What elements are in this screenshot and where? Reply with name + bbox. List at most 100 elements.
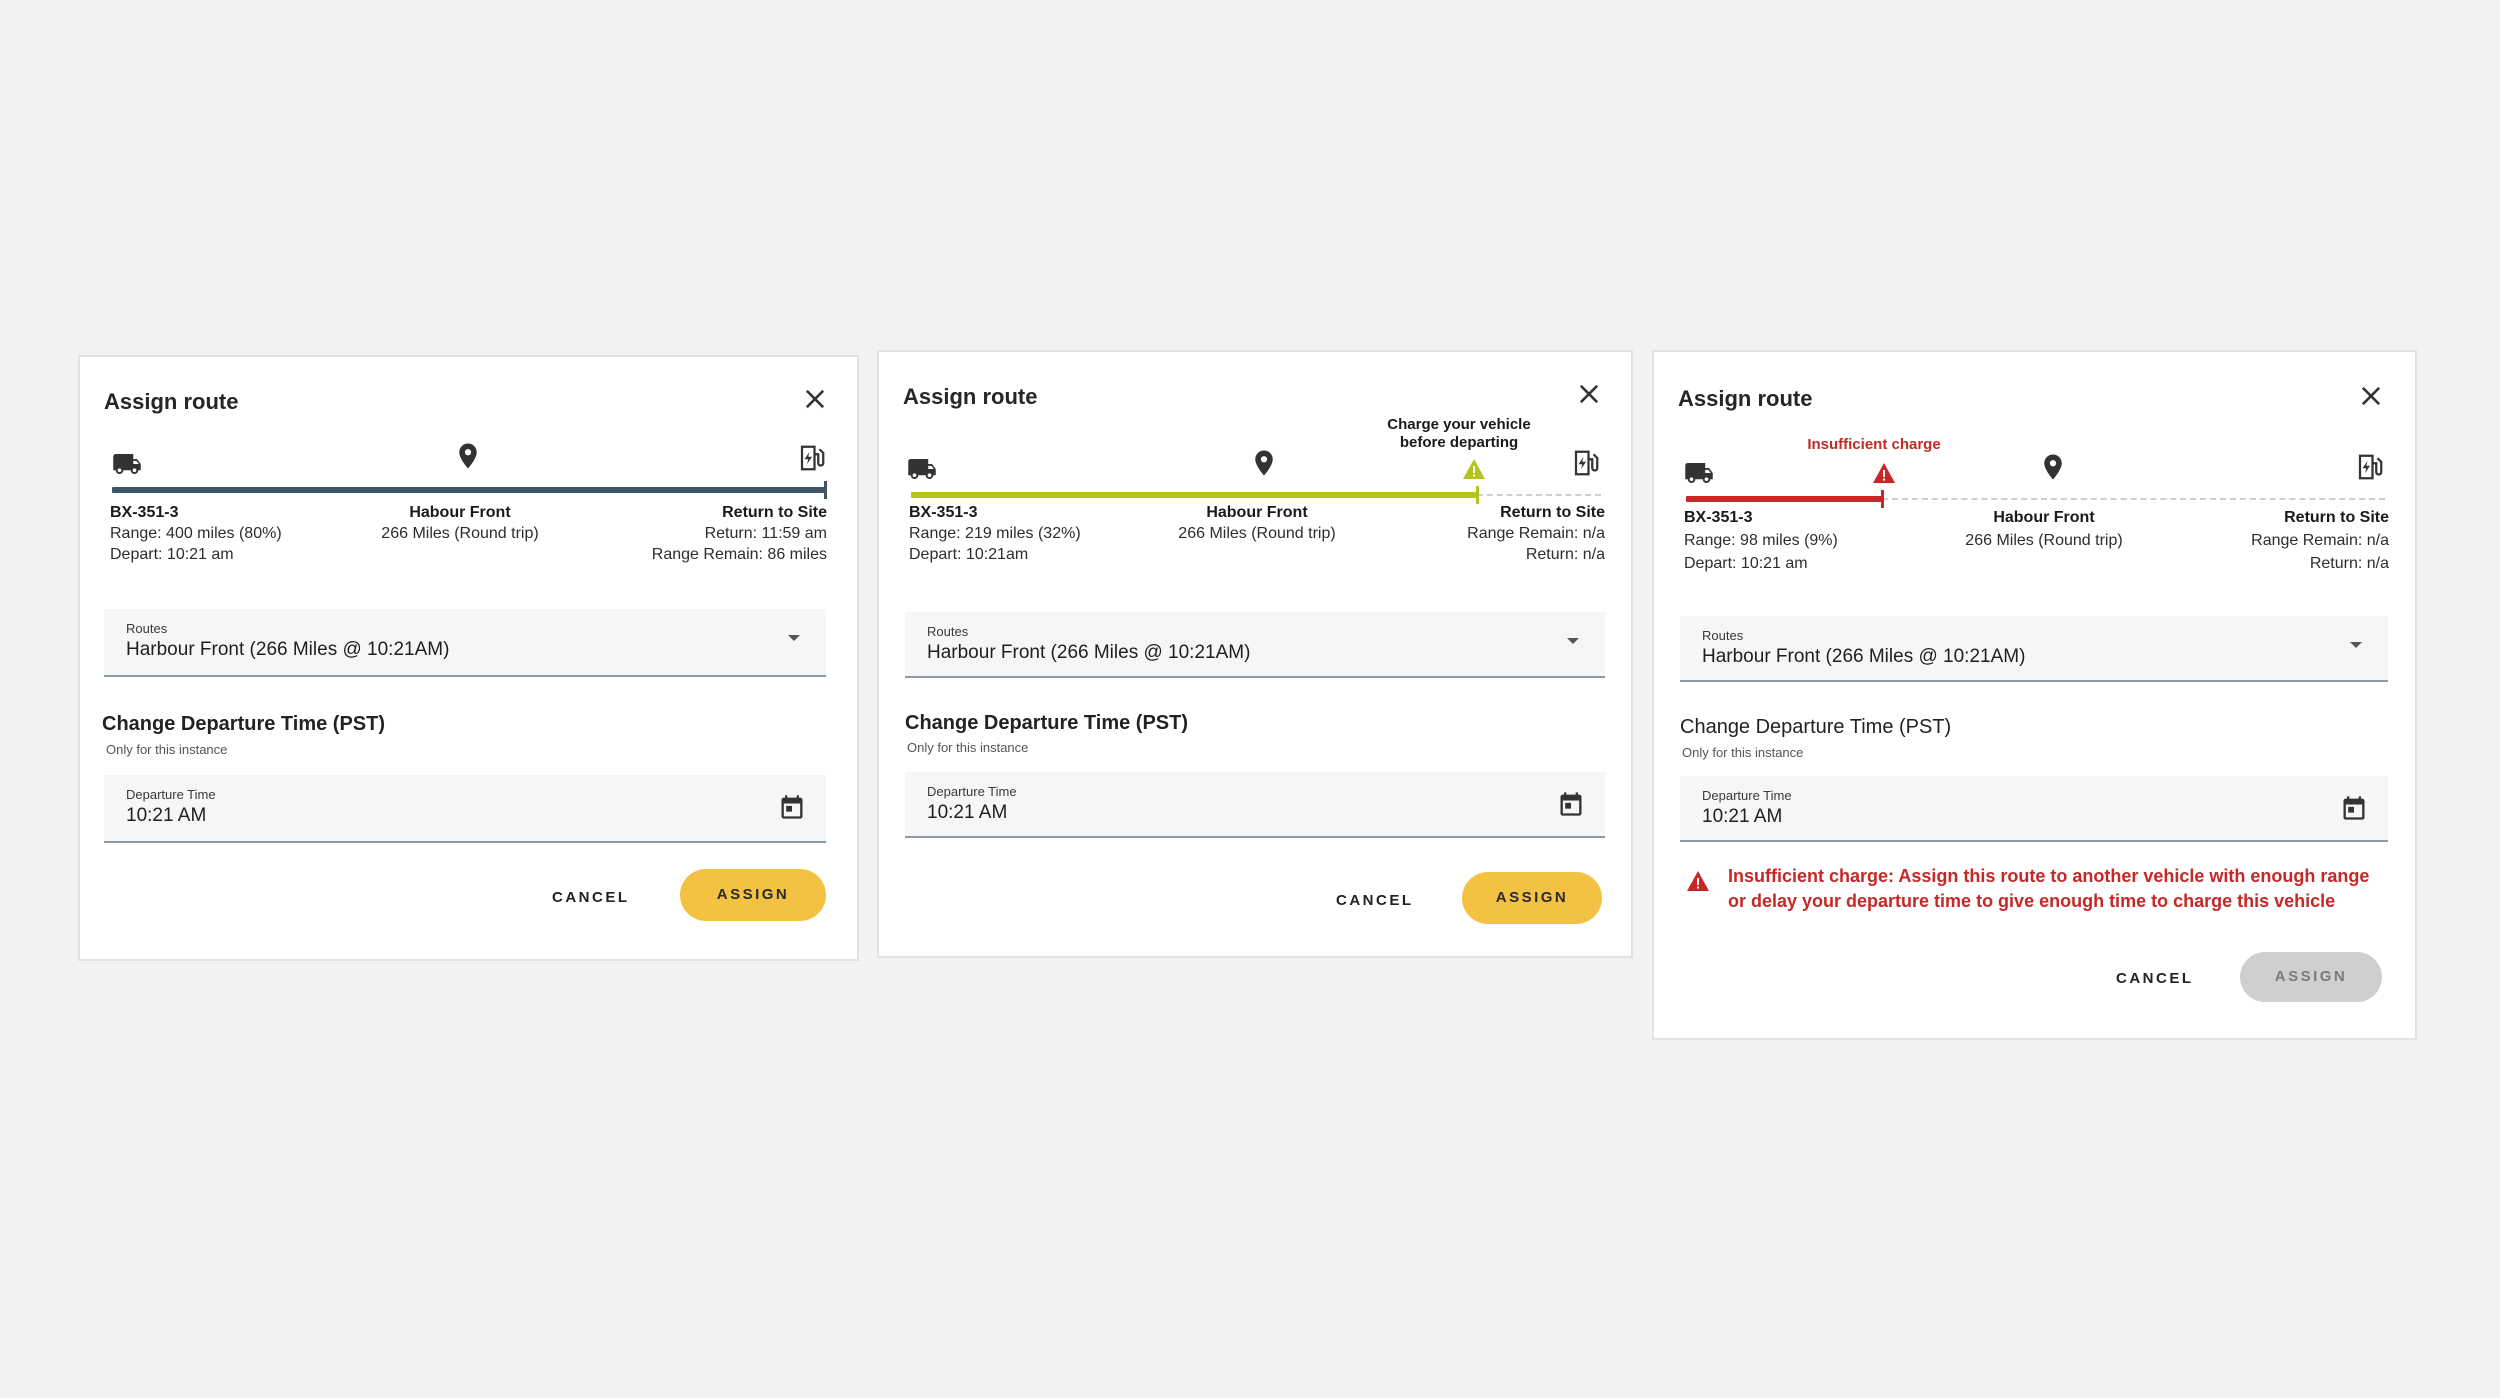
destination-distance: 266 Miles (Round trip) (1965, 532, 2123, 549)
vehicle-id: BX-351-3 (1684, 509, 1753, 526)
departure-heading: Change Departure Time (PST) (1680, 716, 1952, 738)
vehicle-depart: Depart: 10:21 am (1684, 555, 1808, 572)
vehicle-range: Range: 98 miles (9%) (1684, 532, 1838, 549)
close-icon[interactable] (801, 385, 829, 413)
vehicle-info: BX-351-3 Range: 98 miles (9%) Depart: 10… (1684, 506, 1838, 575)
routes-value: Harbour Front (266 Miles @ 10:21AM) (927, 642, 1251, 663)
departure-heading: Change Departure Time (PST) (905, 712, 1189, 734)
location-pin-icon (2038, 452, 2068, 482)
routes-select[interactable]: Routes Harbour Front (266 Miles @ 10:21A… (905, 612, 1605, 678)
route-progress-track (112, 443, 827, 539)
assign-route-dialog-warning: Assign route Charge your vehicle before … (877, 350, 1633, 958)
cancel-button[interactable]: CANCEL (552, 889, 630, 906)
departure-subtext: Only for this instance (106, 742, 228, 757)
routes-value: Harbour Front (266 Miles @ 10:21AM) (1702, 646, 2026, 667)
dialog-title: Assign route (104, 389, 239, 414)
ev-charger-icon (1571, 448, 1601, 478)
departure-time-label: Departure Time (1702, 788, 1792, 803)
departure-time-value: 10:21 AM (927, 802, 1008, 823)
charge-warning-label: Charge your vehicle before departing (1379, 416, 1539, 452)
route-progress-track (1684, 454, 2385, 548)
destination-distance: 266 Miles (Round trip) (1178, 525, 1336, 542)
truck-icon (112, 449, 142, 479)
departure-heading: Change Departure Time (PST) (102, 713, 386, 735)
ev-charger-icon (797, 443, 827, 473)
destination-name: Habour Front (1993, 509, 2095, 526)
close-icon[interactable] (1575, 380, 1603, 408)
return-site-name: Return to Site (1500, 504, 1605, 521)
vehicle-range: Range: 219 miles (32%) (909, 525, 1081, 542)
truck-icon (907, 454, 937, 484)
dialog-title: Assign route (1678, 386, 1813, 411)
range-limit-marker (1881, 490, 1884, 508)
routes-select[interactable]: Routes Harbour Front (266 Miles @ 10:21A… (104, 609, 826, 677)
return-line-1: Range Remain: n/a (2251, 532, 2389, 549)
charge-warning-line-2: before departing (1399, 434, 1519, 451)
route-progress-fill (112, 487, 827, 493)
return-line-2: Return: n/a (2309, 555, 2389, 572)
range-limit-marker (1476, 486, 1479, 504)
return-site-name: Return to Site (2284, 509, 2389, 526)
insufficient-charge-label: Insufficient charge (1807, 436, 1941, 453)
location-pin-icon (1249, 448, 1279, 478)
warning-triangle-icon (1872, 462, 1896, 484)
departure-time-field[interactable]: Departure Time 10:21 AM (1680, 776, 2388, 842)
routes-select[interactable]: Routes Harbour Front (266 Miles @ 10:21A… (1680, 616, 2388, 682)
return-info: Return to Site Return: 11:59 am Range Re… (652, 502, 827, 565)
destination-distance: 266 Miles (Round trip) (381, 525, 539, 542)
departure-time-value: 10:21 AM (126, 805, 207, 826)
vehicle-depart: Depart: 10:21 am (110, 546, 234, 563)
departure-time-label: Departure Time (927, 784, 1017, 799)
route-progress-fill (911, 492, 1477, 498)
return-line-2: Range Remain: 86 miles (651, 546, 827, 563)
error-message: Insufficient charge: Assign this route t… (1728, 866, 2370, 911)
calendar-icon[interactable] (1557, 790, 1585, 818)
return-line-2: Return: n/a (1525, 546, 1605, 563)
vehicle-info: BX-351-3 Range: 219 miles (32%) Depart: … (909, 502, 1081, 565)
warning-triangle-icon (1462, 458, 1486, 480)
departure-time-value: 10:21 AM (1702, 806, 1783, 827)
routes-value: Harbour Front (266 Miles @ 10:21AM) (126, 639, 450, 660)
route-end-marker (824, 481, 827, 499)
return-site-name: Return to Site (722, 504, 827, 521)
route-progress-track (908, 450, 1601, 544)
cancel-button[interactable]: CANCEL (1336, 892, 1414, 909)
assign-button[interactable]: ASSIGN (1462, 872, 1602, 924)
vehicle-depart: Depart: 10:21am (909, 546, 1029, 563)
return-line-1: Range Remain: n/a (1467, 525, 1605, 542)
cancel-button[interactable]: CANCEL (2116, 970, 2194, 987)
route-remaining-dashed (1882, 498, 2385, 500)
assign-button-disabled[interactable]: ASSIGN (2240, 952, 2382, 1002)
assign-button[interactable]: ASSIGN (680, 869, 826, 921)
routes-label: Routes (927, 624, 969, 639)
destination-name: Habour Front (409, 504, 511, 521)
route-progress-fill (1686, 496, 1882, 502)
vehicle-id: BX-351-3 (909, 504, 978, 521)
truck-icon (1684, 458, 1714, 488)
vehicle-id: BX-351-3 (110, 504, 179, 521)
destination-info: Habour Front 266 Miles (Round trip) (1934, 506, 2154, 552)
chevron-down-icon[interactable] (1567, 638, 1579, 644)
departure-time-field[interactable]: Departure Time 10:21 AM (905, 772, 1605, 838)
return-info: Return to Site Range Remain: n/a Return:… (1467, 502, 1605, 565)
calendar-icon[interactable] (778, 793, 806, 821)
charge-warning-line-1: Charge your vehicle (1387, 416, 1531, 433)
return-info: Return to Site Range Remain: n/a Return:… (2251, 506, 2389, 575)
vehicle-range: Range: 400 miles (80%) (110, 525, 282, 542)
close-icon[interactable] (2357, 382, 2385, 410)
chevron-down-icon[interactable] (788, 635, 800, 641)
calendar-icon[interactable] (2340, 794, 2368, 822)
destination-info: Habour Front 266 Miles (Round trip) (1147, 502, 1367, 544)
warning-triangle-icon (1686, 870, 1710, 892)
departure-time-field[interactable]: Departure Time 10:21 AM (104, 775, 826, 843)
ev-charger-icon (2355, 452, 2385, 482)
location-pin-icon (453, 441, 483, 471)
assign-route-dialog-error: Assign route Insufficient charge BX-351-… (1652, 350, 2417, 1040)
routes-label: Routes (1702, 628, 1744, 643)
destination-name: Habour Front (1206, 504, 1308, 521)
vehicle-info: BX-351-3 Range: 400 miles (80%) Depart: … (110, 502, 282, 565)
chevron-down-icon[interactable] (2350, 642, 2362, 648)
departure-subtext: Only for this instance (907, 740, 1029, 755)
departure-time-label: Departure Time (126, 787, 216, 802)
departure-subtext: Only for this instance (1682, 745, 1804, 760)
